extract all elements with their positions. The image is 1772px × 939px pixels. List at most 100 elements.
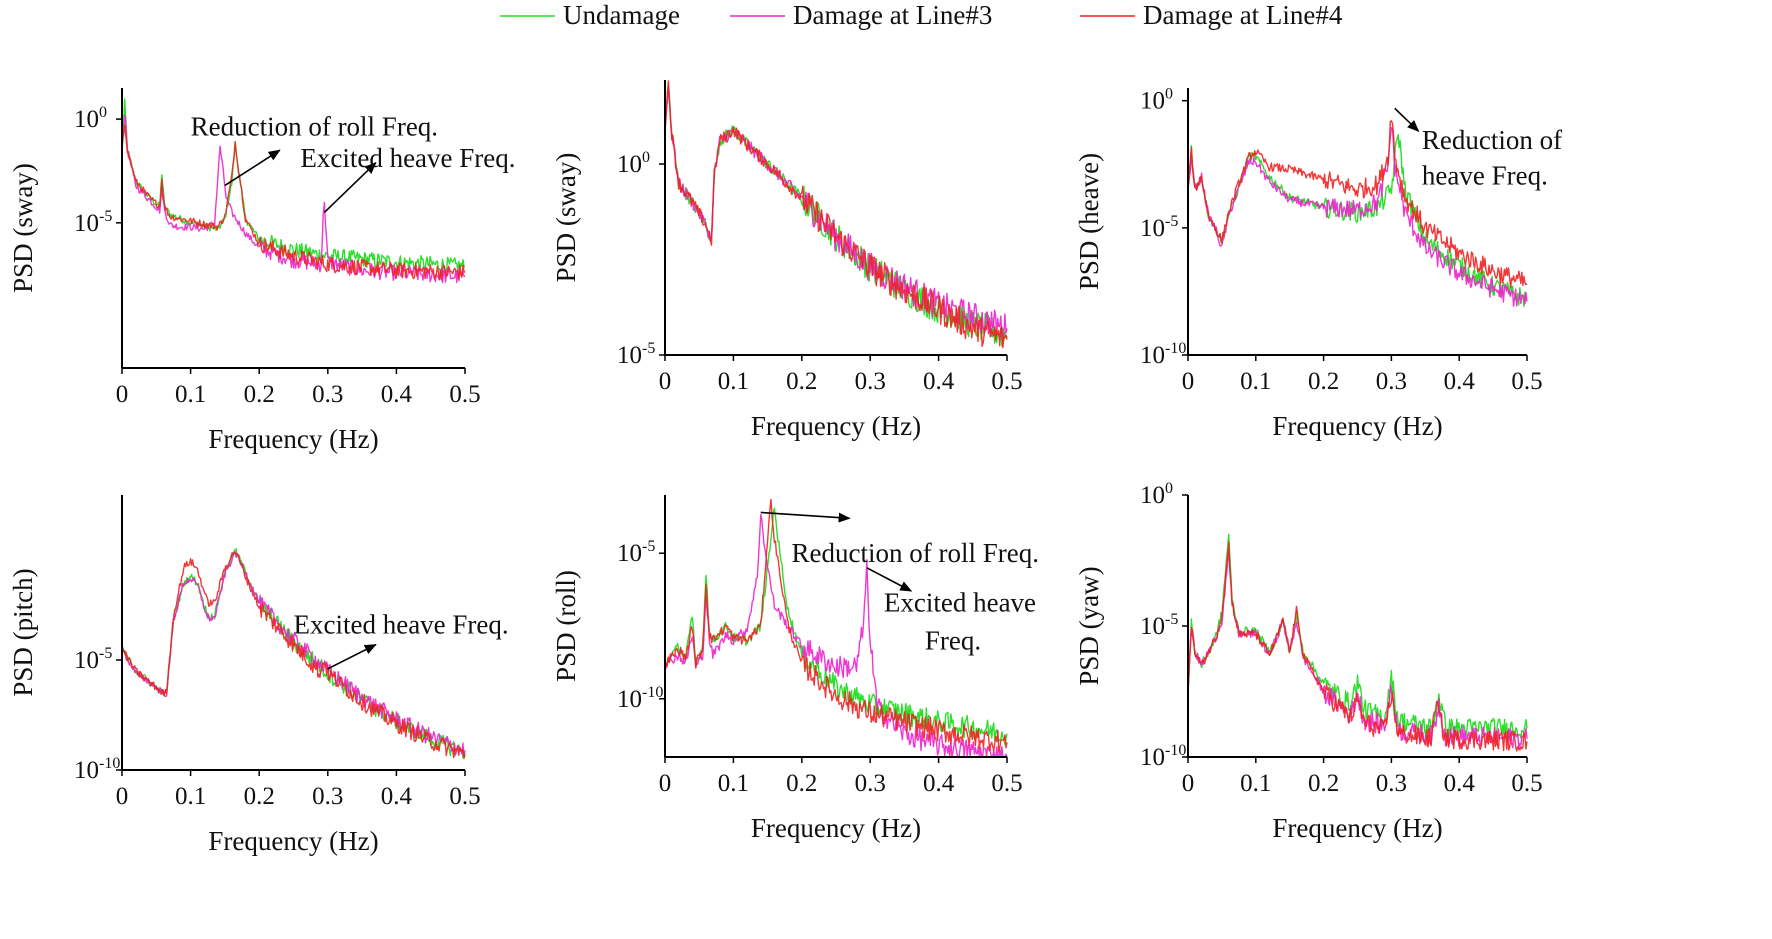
y-tick-label: 10-10 [617,684,663,713]
x-tick-label: 0.1 [718,770,749,797]
y-axis-label: PSD (sway) [8,163,38,293]
x-tick-label: 0.5 [449,783,480,810]
series-damage-at-line-4 [121,551,466,759]
x-tick-label: 0.2 [1308,368,1339,395]
y-tick-base: 10 [74,210,99,237]
y-tick-label: 10-5 [74,645,112,674]
x-tick-label: 0.4 [1444,368,1476,395]
y-axis-label: PSD (sway) [551,153,581,283]
y-tick-base: 10 [1140,88,1165,115]
x-tick-label: 0.1 [175,381,206,408]
x-tick-label: 0.1 [1240,770,1271,797]
x-tick-label: 0.4 [381,381,413,408]
y-tick-base: 10 [617,686,642,713]
x-tick-label: 0.4 [381,783,413,810]
y-tick-label: 10-5 [617,538,655,567]
y-tick-base: 10 [1140,744,1165,771]
x-tick-label: 0.4 [923,368,955,395]
y-tick-base: 10 [617,342,642,369]
x-tick-label: 0.1 [1240,368,1271,395]
x-tick-label: 0.2 [786,770,817,797]
y-tick-base: 10 [617,151,642,178]
legend-item-undamage: Undamage [500,0,680,30]
x-axis-label: Frequency (Hz) [1272,411,1442,441]
annotation-label: Freq. [925,625,981,655]
legend-item-damage-line3: Damage at Line#3 [730,0,992,30]
x-tick-label: 0.3 [855,770,886,797]
y-axis-label: PSD (roll) [551,570,581,682]
legend-label-undamage: Undamage [563,0,680,30]
series-damage-at-line-4 [664,80,1008,349]
series-damage-at-line-3 [664,86,1008,340]
y-tick-exponent: -10 [642,684,663,701]
series-undamage [121,98,466,274]
y-tick-label: 100 [617,149,650,178]
legend: Undamage Damage at Line#3 Damage at Line… [500,0,1343,30]
legend-label-damage-line3: Damage at Line#3 [793,0,992,30]
x-tick-label: 0 [116,381,129,408]
y-tick-exponent: 0 [1165,480,1173,497]
annotation-arrow [866,567,913,592]
y-tick-label: 10-10 [74,755,120,784]
x-tick-label: 0.4 [1444,770,1476,797]
y-tick-label: 10-5 [617,340,655,369]
y-tick-exponent: -5 [642,340,655,357]
x-tick-label: 0.3 [1376,770,1407,797]
annotation-label: Excited heave Freq. [300,143,515,173]
y-tick-label: 10-10 [1140,742,1186,771]
y-tick-label: 100 [1140,86,1173,115]
x-tick-label: 0.5 [1511,770,1542,797]
x-tick-label: 0 [1182,770,1195,797]
annotation-arrow [327,643,377,670]
y-tick-exponent: -5 [99,645,112,662]
y-tick-label: 10-10 [1140,340,1186,369]
series-damage-at-line-4 [1187,541,1528,752]
y-tick-label: 100 [74,104,107,133]
y-tick-label: 10-5 [1140,611,1178,640]
y-tick-exponent: 0 [1165,86,1173,103]
x-tick-label: 0.1 [718,368,749,395]
y-tick-base: 10 [74,647,99,674]
series-damage-at-line-3 [1187,127,1528,307]
y-tick-exponent: -10 [99,755,120,772]
y-tick-exponent: -10 [1165,340,1186,357]
y-axis-label: PSD (yaw) [1074,566,1104,685]
y-tick-base: 10 [1140,482,1165,509]
x-axis-label: Frequency (Hz) [751,411,921,441]
y-tick-exponent: -10 [1165,742,1186,759]
x-tick-label: 0 [659,770,672,797]
annotation-label: heave Freq. [1422,161,1548,191]
annotation-label: Reduction of roll Freq. [191,112,438,142]
x-tick-label: 0.3 [312,783,343,810]
series-damage-at-line-4 [1187,120,1528,288]
x-tick-label: 0.5 [991,770,1022,797]
x-axis-label: Frequency (Hz) [208,826,378,856]
y-tick-base: 10 [1140,215,1165,242]
y-tick-label: 10-5 [74,208,112,237]
x-tick-label: 0.3 [1376,368,1407,395]
y-tick-exponent: 0 [99,104,107,121]
annotation-arrow [224,149,281,187]
annotation-label: Excited heave Freq. [294,610,509,640]
x-tick-label: 0 [659,368,672,395]
x-tick-label: 0 [1182,368,1195,395]
series-damage-at-line-3 [664,513,1008,758]
legend-label-damage-line4: Damage at Line#4 [1143,0,1343,30]
series-damage-at-line-4 [121,124,466,281]
x-tick-label: 0 [116,783,129,810]
y-tick-base: 10 [74,106,99,133]
x-axis-label: Frequency (Hz) [751,813,921,843]
x-axis-label: Frequency (Hz) [208,424,378,454]
annotation-arrow [323,161,377,214]
series-damage-at-line-4 [664,498,1008,753]
x-tick-label: 0.3 [855,368,886,395]
series-undamage [1187,533,1528,740]
y-tick-label: 100 [1140,480,1173,509]
y-tick-base: 10 [74,757,99,784]
